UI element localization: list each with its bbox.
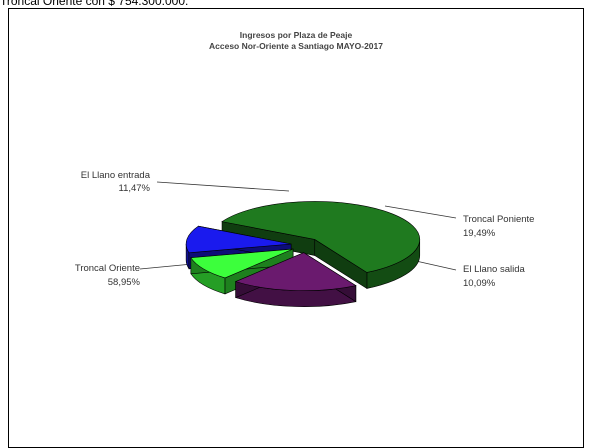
label-troncal-poniente-name: Troncal Poniente: [463, 214, 534, 225]
slice-top-troncal-oriente: [221, 201, 421, 273]
label-troncal-oriente-value: 58,95%: [108, 277, 141, 288]
label-el-llano-entrada-value: 11,47%: [118, 183, 150, 194]
leader-troncal-poniente: [384, 205, 457, 219]
label-el-llano-salida-name: El Llano salida: [463, 264, 526, 275]
slice-top-el-llano-entrada: [185, 225, 292, 254]
slice-top-troncal-poniente: [234, 252, 357, 291]
pie-slices: [185, 201, 421, 307]
label-el-llano-salida-value: 10,09%: [463, 278, 496, 289]
slice-troncal-oriente: [221, 201, 421, 289]
chart-subtitle: Acceso Nor-Oriente a Santiago MAYO-2017: [209, 41, 383, 51]
slice-top-el-llano-salida: [190, 248, 294, 279]
label-troncal-oriente-name: Troncal Oriente: [75, 263, 140, 274]
slice-troncal-poniente: [234, 252, 357, 307]
top-text-fragment: Troncal Oriente con $ 754.300.000.: [0, 0, 189, 8]
label-el-llano-entrada-name: El Llano entrada: [81, 170, 151, 181]
leader-el-llano-entrada: [156, 181, 290, 192]
label-troncal-poniente-value: 19,49%: [463, 228, 496, 239]
chart-title: Ingresos por Plaza de Peaje: [240, 30, 353, 40]
